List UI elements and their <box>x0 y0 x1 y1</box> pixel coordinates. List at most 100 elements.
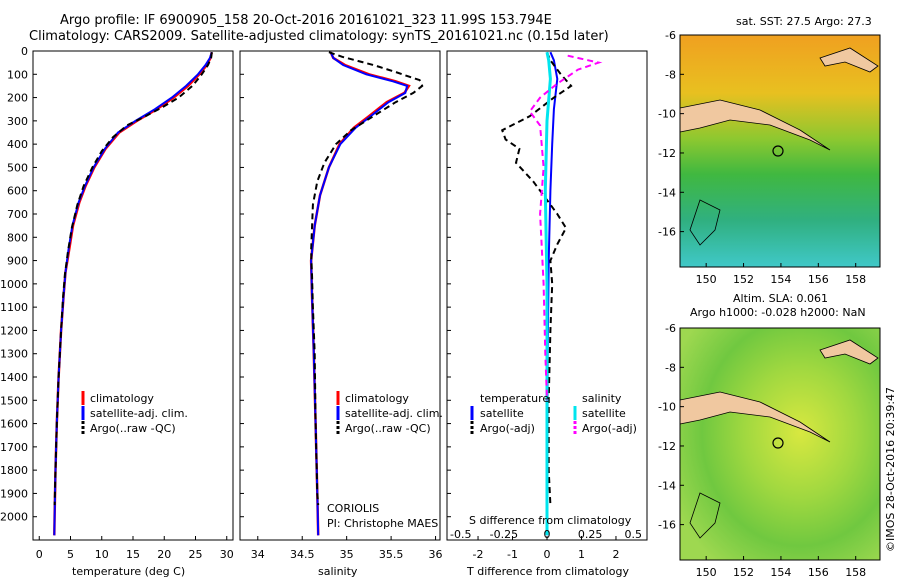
y-tick-label: 1900 <box>0 487 28 500</box>
y-tick-label: 200 <box>7 92 28 105</box>
imos-credit: ©IMOS 28-Oct-2016 20:39:47 <box>884 386 897 552</box>
difference-lines <box>500 51 603 536</box>
reef-outline <box>689 199 721 246</box>
legend-clim-label: climatology <box>90 392 154 405</box>
x-tick-label-salinity: -0.25 <box>490 528 518 541</box>
map-x-tick-label: 154 <box>770 566 791 579</box>
y-tick-label: 1400 <box>0 371 28 384</box>
x-tick-label-salinity: 0.5 <box>624 528 642 541</box>
y-tick-label: 1500 <box>0 394 28 407</box>
x-tick-label: 25 <box>189 548 203 561</box>
land-new-guinea <box>679 99 831 151</box>
x-tick-label: 0 <box>544 548 551 561</box>
map-y-tick-label: -12 <box>658 147 676 160</box>
salinity-legend: climatology satellite-adj. clim. Argo(..… <box>336 391 443 435</box>
map-y-tick-label: -8 <box>665 361 676 374</box>
series-line-0-0 <box>53 51 214 536</box>
figure-title-line2: Climatology: CARS2009. Satellite-adjuste… <box>29 29 609 44</box>
map-x-tick-label: 152 <box>733 273 754 286</box>
x-tick-label: 30 <box>220 548 234 561</box>
x-tick-label: 15 <box>126 548 140 561</box>
series-line-2-1 <box>500 51 573 506</box>
salinity-panel-frame <box>239 50 441 541</box>
x-tick-label: 1 <box>578 548 585 561</box>
difference-xlabel: T difference from climatology <box>466 565 629 578</box>
y-tick-label: 2000 <box>0 511 28 524</box>
x-tick-label: 36 <box>429 548 443 561</box>
x-tick-label: 35 <box>340 548 354 561</box>
legend-s-sat-label: satellite <box>582 407 626 420</box>
y-tick-label: 900 <box>7 255 28 268</box>
x-tick-label: 35.5 <box>379 548 404 561</box>
map-x-tick-label: 150 <box>696 273 717 286</box>
sst-field <box>680 35 880 267</box>
map-x-tick-label: 152 <box>733 566 754 579</box>
y-tick-label: 700 <box>7 208 28 221</box>
y-tick-label: 800 <box>7 231 28 244</box>
series-line-2-3 <box>528 54 603 401</box>
map-y-tick-label: -6 <box>665 322 676 335</box>
sla-field <box>680 328 880 560</box>
x-tick-label: 2 <box>612 548 619 561</box>
y-tick-label: 400 <box>7 138 28 151</box>
map-y-tick-label: -14 <box>658 186 676 199</box>
salinity-lines <box>309 51 424 536</box>
map-y-tick-label: -16 <box>658 226 676 239</box>
x-tick-label-salinity: -0.5 <box>450 528 471 541</box>
map-y-tick-label: -14 <box>658 479 676 492</box>
map-y-tick-label: -16 <box>658 519 676 532</box>
x-tick-label: 5 <box>67 548 74 561</box>
land-new-guinea <box>679 391 831 443</box>
x-tick-label: 20 <box>157 548 171 561</box>
x-ticks: 0 5 10 15 20 25 30 34 34.5 35 35.5 36 -2 -1 0 1 2 -0.5 -0.… <box>36 528 642 561</box>
map-x-tick-label: 158 <box>845 273 866 286</box>
legend-sat-label: satellite-adj. clim. <box>345 407 443 420</box>
land-new-britain <box>819 47 879 73</box>
y-tick-label: 1700 <box>0 441 28 454</box>
map-x-tick-label: 154 <box>770 273 791 286</box>
legend-t-sat-label: satellite <box>480 407 524 420</box>
sst-map: 150 152 154 156 158 -6 -8 -10 -12 -14 -16 <box>658 29 881 286</box>
series-line-0-2 <box>53 52 213 506</box>
map-y-tick-label: -12 <box>658 440 676 453</box>
sst-map-frame <box>679 34 881 268</box>
argo-location-marker <box>772 145 784 157</box>
temperature-xlabel: temperature (deg C) <box>72 565 185 578</box>
x-tick-label: 10 <box>95 548 109 561</box>
legend-salinity-heading: salinity <box>582 392 622 405</box>
map-y-tick-label: -8 <box>665 68 676 81</box>
x-tick-label: 34.5 <box>290 548 315 561</box>
map-y-tick-label: -10 <box>658 108 676 121</box>
difference-legend: temperature satellite Argo(-adj) salinit… <box>470 392 637 435</box>
y-tick-label: 1000 <box>0 278 28 291</box>
temperature-legend: climatology satellite-adj. clim. Argo(..… <box>81 391 188 435</box>
sla-map-ticks: 150 152 154 156 158 -6 -8 -10 -12 -14 -16 <box>658 322 866 579</box>
sst-map-title: sat. SST: 27.5 Argo: 27.3 <box>736 15 872 28</box>
reef-outline <box>689 492 721 539</box>
map-x-tick-label: 150 <box>696 566 717 579</box>
y-tick-label: 300 <box>7 115 28 128</box>
sla-map-frame <box>679 327 881 561</box>
map-x-tick-label: 156 <box>808 273 829 286</box>
depth-axis: 0 100 200 300 400 500 600 700 800 900 1000 1100 1200… <box>0 45 451 524</box>
sla-map-title-line2: Argo h1000: -0.028 h2000: NaN <box>690 306 866 319</box>
sla-map: 150 152 154 156 158 -6 -8 -10 -12 -14 -16 <box>658 322 881 579</box>
land-new-britain <box>819 339 879 365</box>
y-tick-label: 1100 <box>0 301 28 314</box>
map-x-tick-label: 158 <box>845 566 866 579</box>
y-tick-label: 500 <box>7 161 28 174</box>
x-tick-label: 0 <box>36 548 43 561</box>
sst-map-ticks: 150 152 154 156 158 -6 -8 -10 -12 -14 -16 <box>658 29 866 286</box>
argo-location-marker <box>772 437 784 449</box>
legend-t-argo-label: Argo(-adj) <box>480 422 535 435</box>
temperature-lines <box>53 51 214 536</box>
y-tick-label: 1800 <box>0 464 28 477</box>
y-tick-label: 0 <box>21 45 28 58</box>
x-tick-label: -2 <box>473 548 484 561</box>
salinity-xlabel: salinity <box>318 565 358 578</box>
x-tick-label-salinity: 0.25 <box>578 528 603 541</box>
legend-argo-label: Argo(..raw -QC) <box>90 422 176 435</box>
series-line-1-2 <box>310 51 424 506</box>
legend-clim-label: climatology <box>345 392 409 405</box>
